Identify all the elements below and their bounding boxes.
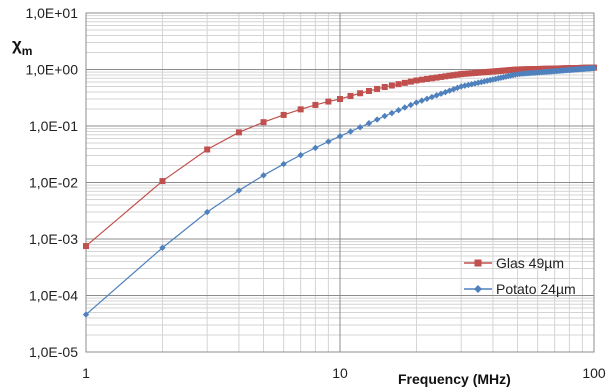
legend-item: Potato 24µm xyxy=(464,281,576,297)
data-point xyxy=(442,73,449,80)
data-point xyxy=(401,104,409,111)
x-tick-label: 100 xyxy=(582,365,606,381)
x-tick-label: 1 xyxy=(82,365,90,381)
data-point xyxy=(461,70,468,77)
y-axis-ticks: 1,0E-05 1,0E-04 1,0E-03 1,0E-02 1,0E-01 1,0E+… xyxy=(25,5,78,360)
y-tick-label: 1,0E-03 xyxy=(29,231,78,247)
data-point xyxy=(468,70,475,77)
data-point xyxy=(407,101,415,109)
data-point xyxy=(395,106,402,114)
y-axis-label: χm xyxy=(12,35,32,58)
data-point xyxy=(325,98,332,105)
legend: Glas 49µm Potato 24µm xyxy=(464,255,576,297)
legend-marker xyxy=(474,259,482,267)
data-point xyxy=(159,244,166,251)
data-point xyxy=(458,71,465,78)
data-point xyxy=(235,187,243,194)
y-tick-label: 1,0E-01 xyxy=(29,118,78,134)
data-point xyxy=(446,72,453,79)
data-point xyxy=(280,111,287,118)
data-point xyxy=(373,116,381,123)
data-point xyxy=(312,144,319,152)
data-point xyxy=(337,96,343,103)
legend-label: Glas 49µm xyxy=(496,255,564,271)
data-point xyxy=(374,85,381,92)
data-point xyxy=(471,69,478,76)
data-point xyxy=(395,81,402,88)
data-point xyxy=(347,93,354,100)
y-tick-label: 1,0E-05 xyxy=(29,344,78,360)
data-point xyxy=(388,109,396,117)
data-point xyxy=(418,97,426,104)
data-point xyxy=(83,243,89,250)
data-point xyxy=(486,76,494,84)
y-tick-label: 1,0E+00 xyxy=(25,62,78,78)
data-point xyxy=(433,74,440,81)
data-point xyxy=(325,138,332,145)
data-point xyxy=(418,76,425,83)
data-point xyxy=(428,75,435,82)
data-point xyxy=(438,73,445,80)
data-point xyxy=(454,71,461,78)
data-point xyxy=(82,311,90,318)
data-point xyxy=(280,160,287,168)
y-tick-label: 1,0E-02 xyxy=(29,175,78,191)
data-point xyxy=(450,86,457,93)
data-point xyxy=(381,112,388,120)
y-tick-label: 1,0E-04 xyxy=(29,288,78,304)
data-point xyxy=(356,124,364,131)
legend-marker xyxy=(474,285,482,293)
y-tick-label: 1,0E+01 xyxy=(25,5,78,21)
data-point xyxy=(260,119,267,126)
data-point xyxy=(590,64,598,72)
data-point xyxy=(388,82,395,89)
data-point xyxy=(203,208,211,216)
data-point xyxy=(347,128,354,135)
data-point xyxy=(475,69,482,76)
data-point xyxy=(413,99,420,106)
legend-item: Glas 49µm xyxy=(464,255,564,271)
legend-label: Potato 24µm xyxy=(496,281,576,297)
data-point xyxy=(235,129,242,136)
data-point xyxy=(423,95,431,102)
data-point xyxy=(204,146,211,153)
data-point xyxy=(260,172,267,179)
data-point xyxy=(159,178,166,185)
plot-area xyxy=(85,12,595,353)
data-point xyxy=(297,106,304,113)
data-point xyxy=(312,101,319,108)
x-axis-label: Frequency (MHz) xyxy=(398,371,511,387)
x-axis-ticks: 1 10 100 xyxy=(82,365,606,381)
x-tick-label: 10 xyxy=(332,365,348,381)
data-point xyxy=(336,132,344,140)
data-point xyxy=(407,78,414,85)
data-point xyxy=(450,72,457,79)
y-axis-label-sub: m xyxy=(22,44,33,58)
data-point xyxy=(381,84,388,91)
data-point xyxy=(401,79,408,86)
data-point xyxy=(365,88,372,95)
data-point xyxy=(357,90,364,97)
series-2 xyxy=(82,64,598,318)
data-point xyxy=(365,120,373,127)
data-point xyxy=(478,69,485,76)
data-point xyxy=(465,70,472,77)
series-layer xyxy=(82,64,598,318)
data-point xyxy=(423,75,430,82)
data-point xyxy=(297,151,304,159)
data-point xyxy=(413,77,420,84)
